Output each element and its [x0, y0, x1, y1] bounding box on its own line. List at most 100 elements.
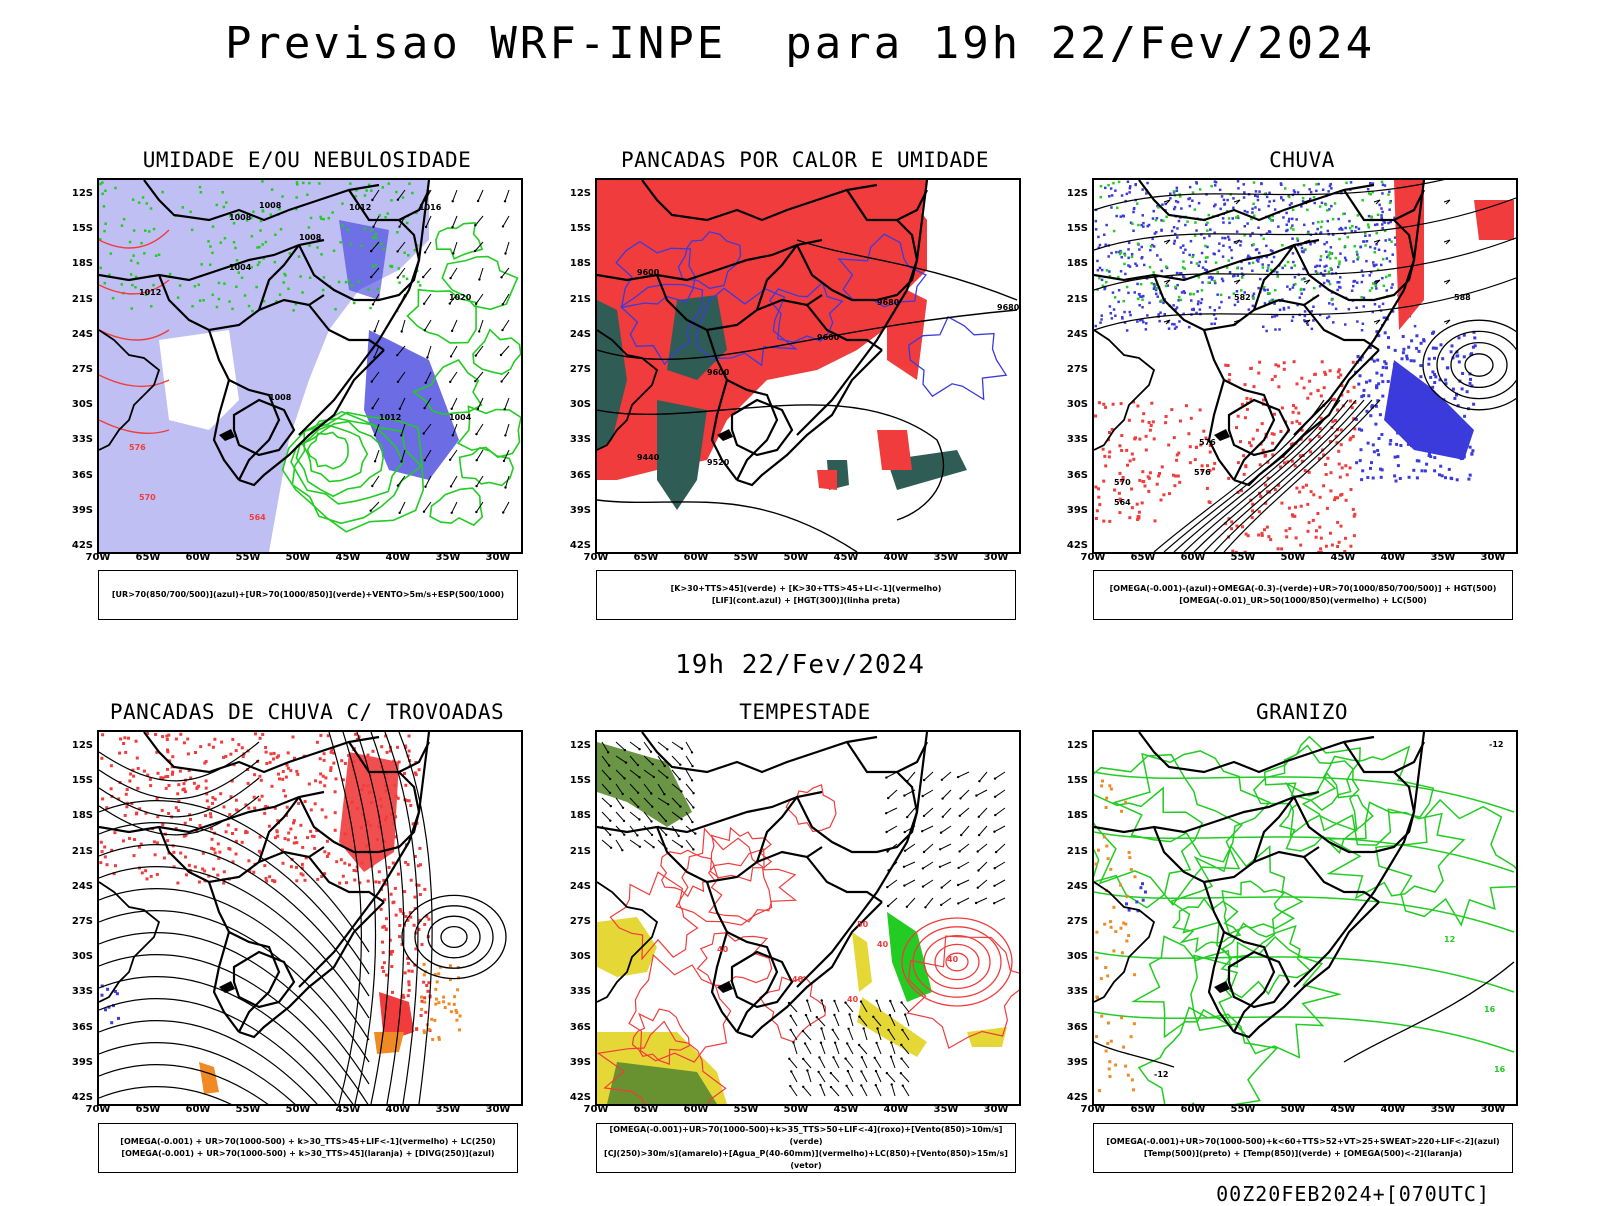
- precip-speckle: [1240, 289, 1243, 292]
- precip-speckle: [1306, 323, 1310, 326]
- precip-speckle: [1473, 336, 1477, 340]
- storm-red-area: [379, 992, 414, 1042]
- precip-speckle: [148, 230, 151, 233]
- precip-speckle: [1346, 235, 1349, 239]
- wind-vector-head: [623, 777, 626, 780]
- wind-vector-head: [977, 869, 980, 872]
- wind-vector-head: [450, 329, 454, 333]
- contour-line: [736, 901, 883, 1039]
- precip-speckle: [1174, 232, 1177, 236]
- precip-speckle: [1419, 341, 1423, 345]
- wind-vector-head: [886, 904, 890, 908]
- precip-speckle: [1103, 922, 1107, 926]
- precip-speckle: [210, 837, 214, 841]
- precip-speckle: [1164, 202, 1167, 206]
- precip-speckle: [1352, 385, 1356, 389]
- wind-vector-head: [876, 1027, 879, 1030]
- precip-speckle: [1243, 416, 1247, 420]
- precip-speckle: [1300, 250, 1304, 253]
- wind-vector-head: [792, 1041, 795, 1044]
- wind-vector: [449, 293, 458, 304]
- precip-speckle: [391, 861, 395, 865]
- precip-speckle: [205, 792, 209, 796]
- precip-speckle: [1152, 245, 1156, 248]
- precip-speckle: [1317, 457, 1321, 461]
- wind-vector: [374, 423, 380, 436]
- precip-speckle: [161, 776, 165, 780]
- precip-speckle: [1252, 181, 1256, 184]
- precip-speckle: [1175, 189, 1179, 192]
- wind-vector: [995, 807, 1006, 816]
- precip-speckle: [1107, 1067, 1111, 1071]
- precip-speckle: [1098, 266, 1102, 270]
- wind-vector-head: [373, 330, 376, 333]
- precip-speckle: [431, 1038, 435, 1041]
- wind-vector: [941, 771, 952, 781]
- precip-speckle: [264, 876, 268, 880]
- precip-speckle: [209, 263, 212, 266]
- precip-speckle: [1124, 922, 1128, 926]
- precip-speckle: [1441, 414, 1445, 418]
- precip-speckle: [1151, 420, 1155, 424]
- precip-speckle: [437, 1037, 441, 1041]
- precip-speckle: [448, 978, 452, 982]
- wind-vector-head: [623, 833, 626, 836]
- precip-speckle: [247, 304, 251, 308]
- precip-speckle: [1239, 240, 1243, 243]
- precip-speckle: [1274, 328, 1277, 331]
- precip-speckle: [223, 237, 227, 240]
- precip-speckle: [1415, 346, 1419, 350]
- lat-tick-label: 39S: [569, 1056, 591, 1068]
- precip-speckle: [1112, 308, 1116, 311]
- precip-speckle: [205, 799, 209, 803]
- panel-title-granizo: GRANIZO: [1255, 700, 1348, 724]
- precip-speckle: [1128, 459, 1132, 463]
- precip-speckle: [423, 1000, 427, 1004]
- contour-line: [796, 239, 1018, 301]
- wind-vector: [615, 811, 625, 822]
- precip-speckle: [156, 771, 160, 775]
- precip-speckle: [1133, 973, 1137, 977]
- precip-speckle: [1433, 469, 1437, 473]
- precip-speckle: [347, 279, 351, 282]
- precip-speckle: [122, 839, 125, 843]
- precip-speckle: [437, 1036, 441, 1039]
- wind-vector: [629, 769, 640, 778]
- precip-speckle: [319, 772, 323, 776]
- precip-speckle: [123, 736, 127, 740]
- contour-line: [755, 796, 798, 863]
- precip-speckle: [1242, 183, 1245, 186]
- precip-speckle: [309, 216, 313, 220]
- temp850-contour: [1130, 935, 1234, 1039]
- contour-line: [99, 329, 170, 341]
- wind-vector-head: [665, 833, 668, 836]
- precip-speckle: [1261, 266, 1265, 269]
- precip-speckle: [1265, 244, 1268, 248]
- precip-speckle: [272, 751, 276, 755]
- precip-speckle: [367, 288, 370, 291]
- wind-vector: [685, 797, 694, 808]
- precip-speckle: [164, 786, 168, 790]
- precip-speckle: [1111, 291, 1115, 294]
- closed-contour: [912, 926, 1002, 998]
- precip-speckle: [334, 308, 337, 311]
- precip-speckle: [1155, 231, 1158, 234]
- precip-speckle: [1280, 406, 1284, 410]
- wind-vector-head: [621, 849, 624, 852]
- contour-line: [1293, 771, 1416, 854]
- wind-vector: [425, 475, 432, 487]
- precip-speckle: [408, 182, 411, 185]
- precip-speckle: [1339, 373, 1343, 377]
- wind-vector-head: [939, 848, 942, 851]
- precip-speckle: [391, 990, 394, 994]
- lon-tick-label: 70W: [85, 552, 111, 563]
- lif-contour: [837, 233, 927, 308]
- precip-speckle: [1468, 381, 1472, 385]
- precip-speckle: [1205, 223, 1208, 226]
- precip-speckle: [1155, 482, 1159, 486]
- precip-speckle: [260, 794, 264, 798]
- precip-speckle: [1334, 496, 1337, 500]
- precip-speckle: [1154, 218, 1158, 222]
- precip-speckle: [1319, 394, 1323, 398]
